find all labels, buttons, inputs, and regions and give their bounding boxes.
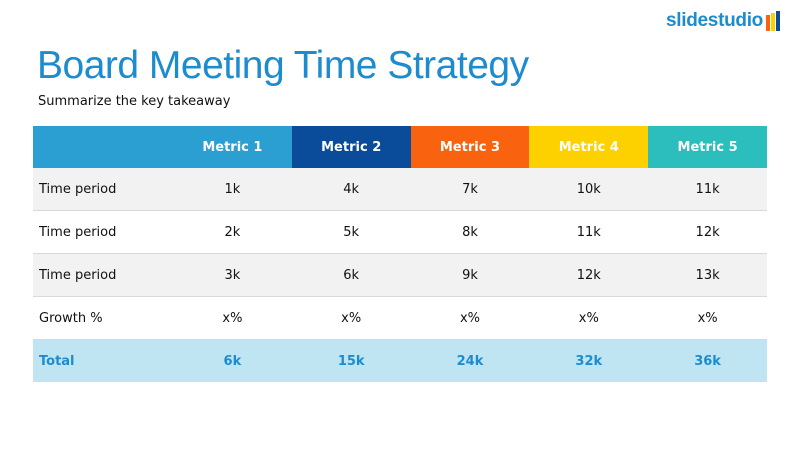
- header-cell: Metric 3: [410, 126, 530, 168]
- cell: x%: [173, 296, 292, 340]
- cell: 24k: [410, 339, 530, 382]
- header-row: Metric 1 Metric 2 Metric 3 Metric 4 Metric 5: [33, 126, 767, 168]
- metrics-table: Metric 1 Metric 2 Metric 3 Metric 4 Metric 5…: [33, 126, 767, 382]
- table-row: Time period 1k 4k 7k 10k 11k: [33, 168, 767, 211]
- cell: 2k: [173, 210, 292, 254]
- table-row: Growth % x% x% x% x% x%: [33, 296, 767, 340]
- logo: slidestudio: [666, 10, 780, 32]
- subtitle: Summarize the key takeaway: [38, 94, 231, 109]
- row-label: Time period: [33, 253, 173, 297]
- header-cell: Metric 1: [173, 126, 292, 168]
- cell: 36k: [648, 339, 767, 382]
- row-label: Total: [33, 339, 173, 382]
- table-row: Time period 3k 6k 9k 12k 13k: [33, 253, 767, 297]
- cell: 6k: [173, 339, 292, 382]
- cell: 12k: [648, 210, 767, 254]
- header-cell: Metric 2: [291, 126, 411, 168]
- cell: 3k: [173, 253, 292, 297]
- row-label: Time period: [33, 210, 173, 254]
- cell: 11k: [529, 210, 649, 254]
- logo-text: slidestudio: [666, 10, 763, 31]
- header-cell: Metric 5: [648, 126, 767, 168]
- cell: 4k: [291, 168, 411, 211]
- cell: 5k: [291, 210, 411, 254]
- cell: x%: [529, 296, 649, 340]
- table-row: Time period 2k 5k 8k 11k 12k: [33, 210, 767, 254]
- cell: 12k: [529, 253, 649, 297]
- cell: x%: [648, 296, 767, 340]
- logo-icon: [766, 11, 780, 31]
- cell: 13k: [648, 253, 767, 297]
- row-label: Growth %: [33, 296, 173, 340]
- cell: 7k: [410, 168, 530, 211]
- cell: 32k: [529, 339, 649, 382]
- cell: 1k: [173, 168, 292, 211]
- cell: 8k: [410, 210, 530, 254]
- cell: 15k: [291, 339, 411, 382]
- cell: x%: [291, 296, 411, 340]
- cell: 6k: [291, 253, 411, 297]
- cell: 11k: [648, 168, 767, 211]
- header-cell: Metric 4: [529, 126, 649, 168]
- cell: x%: [410, 296, 530, 340]
- total-row: Total 6k 15k 24k 32k 36k: [33, 339, 767, 382]
- row-label: Time period: [33, 168, 173, 211]
- cell: 10k: [529, 168, 649, 211]
- title: Board Meeting Time Strategy: [37, 44, 529, 87]
- header-cell: [33, 126, 173, 168]
- cell: 9k: [410, 253, 530, 297]
